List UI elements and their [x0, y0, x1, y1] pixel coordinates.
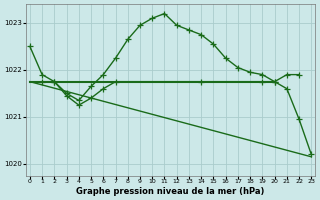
X-axis label: Graphe pression niveau de la mer (hPa): Graphe pression niveau de la mer (hPa)	[76, 187, 265, 196]
